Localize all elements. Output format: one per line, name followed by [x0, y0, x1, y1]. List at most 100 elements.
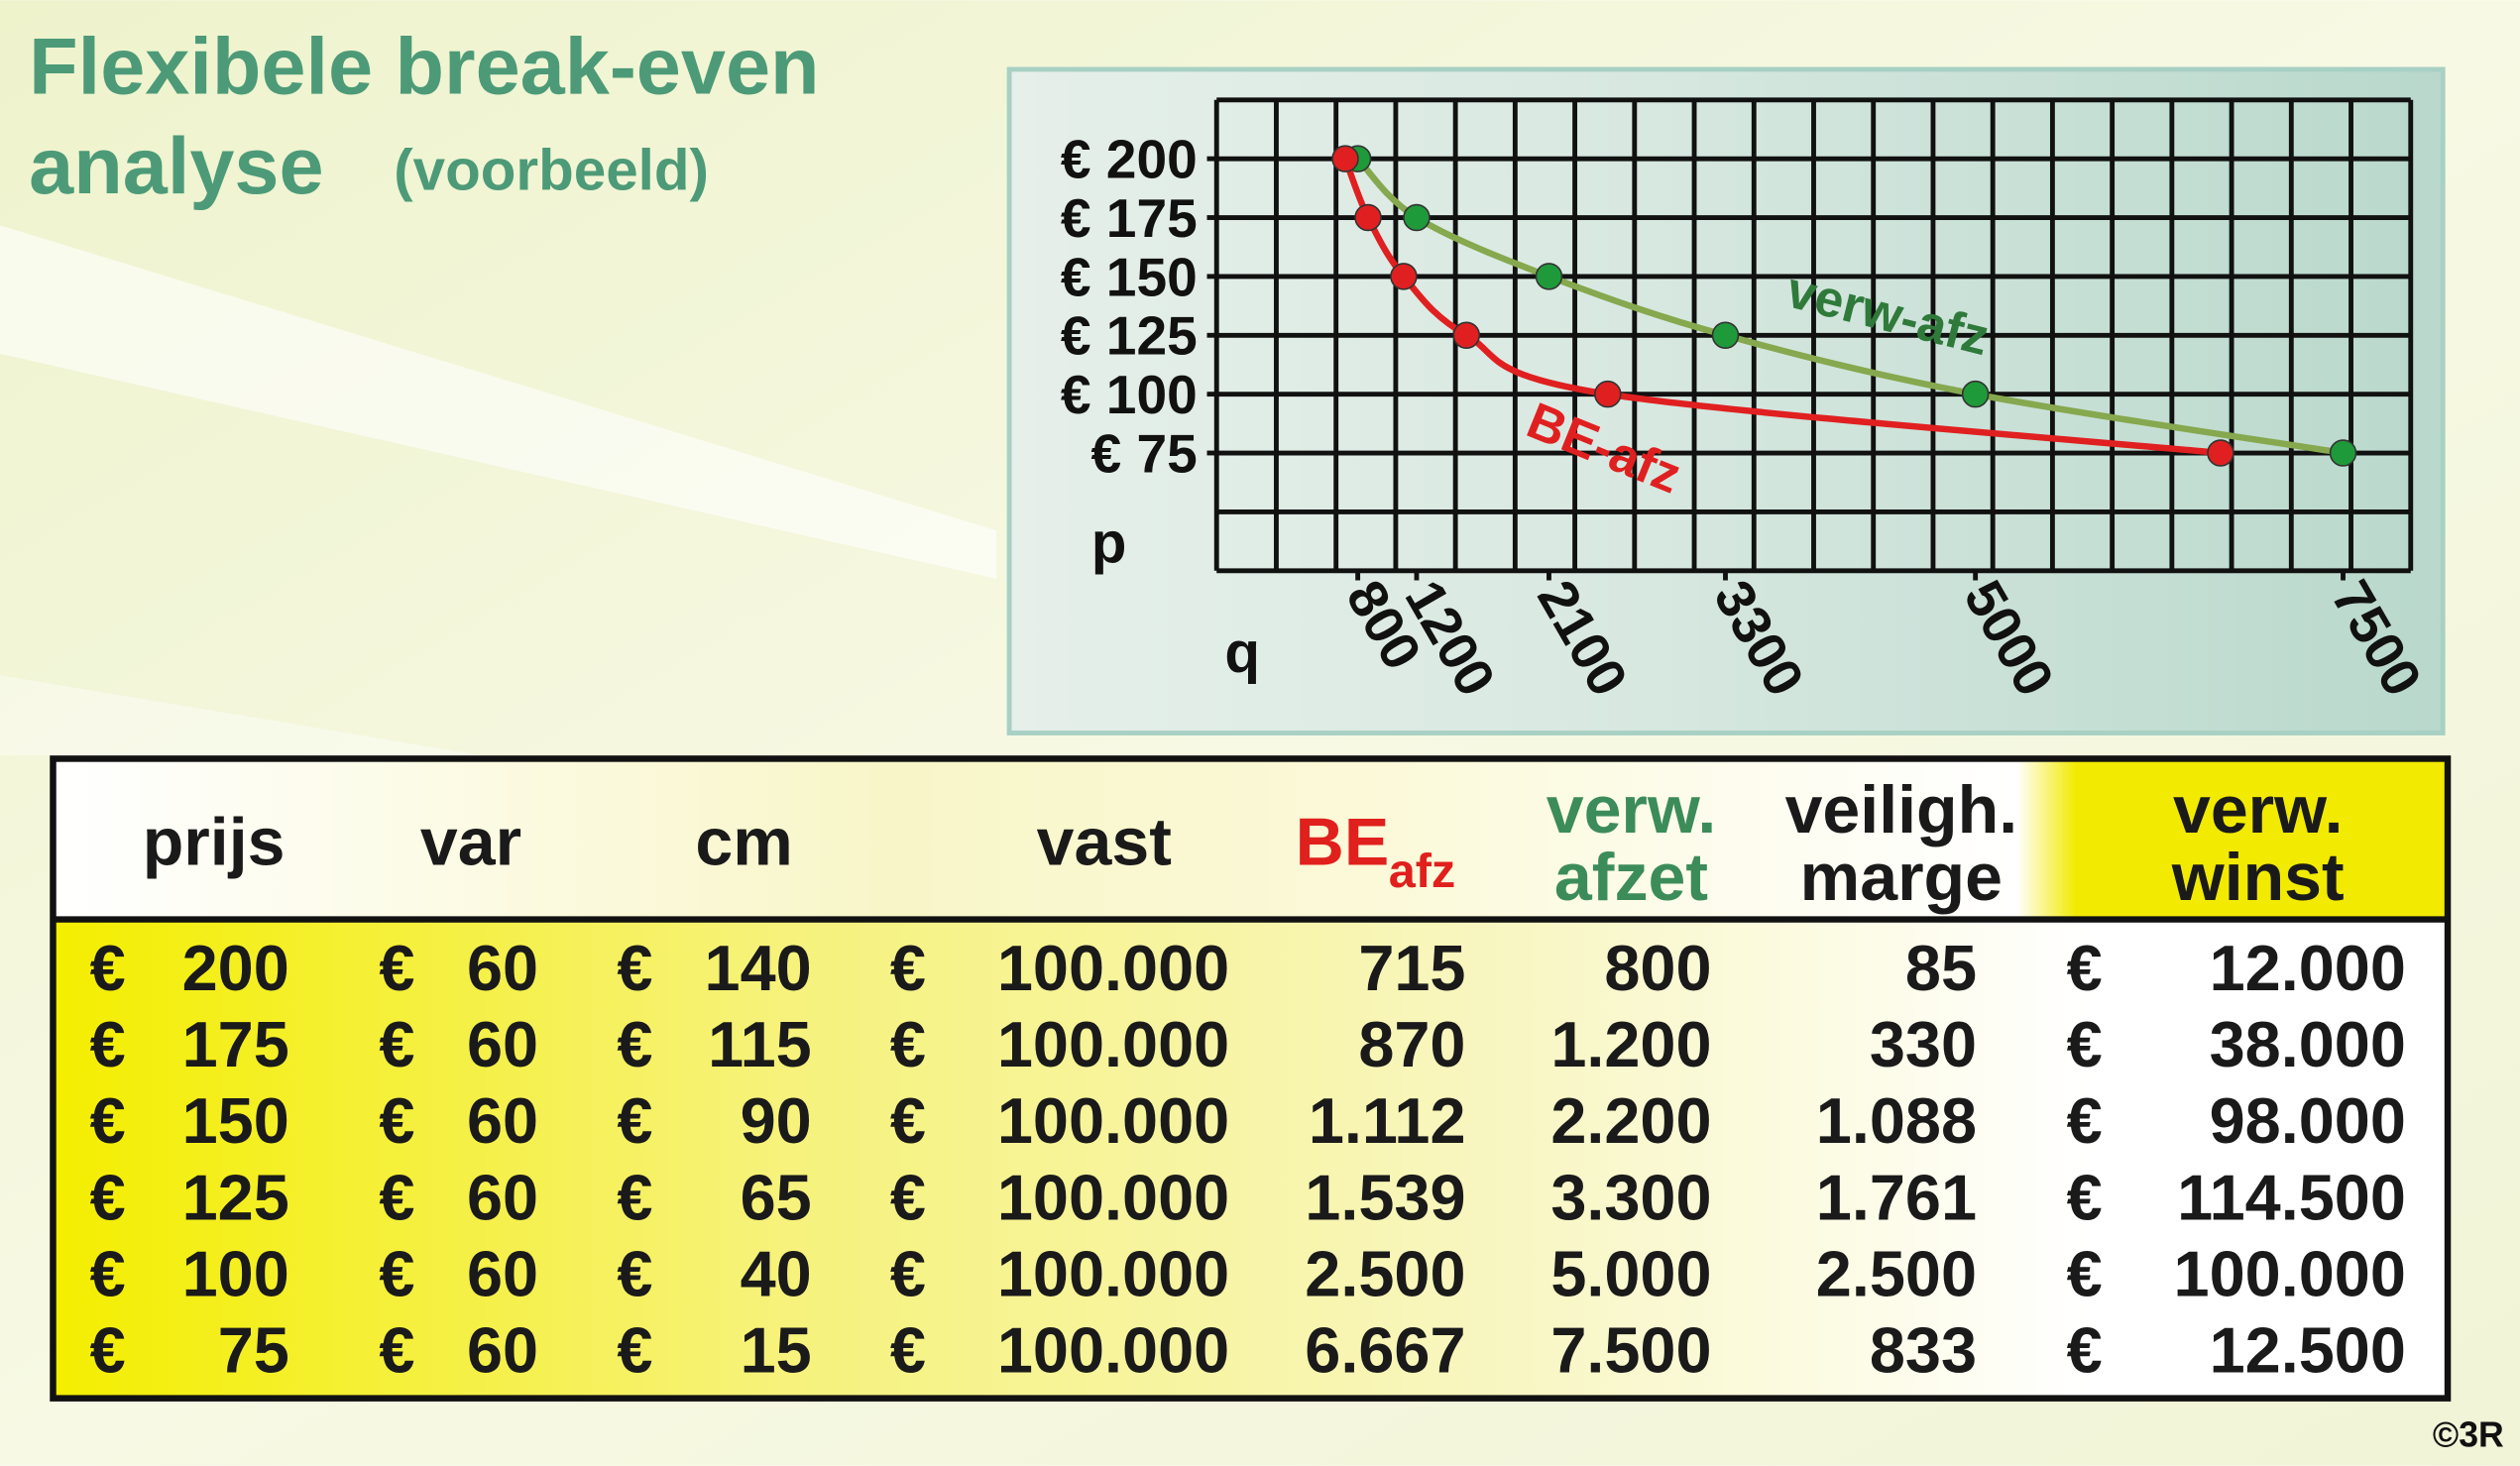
table-cell: € [2067, 932, 2103, 1004]
table-cell: € [2067, 1238, 2103, 1310]
table-cell: 2.500 [1305, 1238, 1465, 1310]
table-border [50, 755, 2452, 1402]
table-cell: € [2067, 1084, 2103, 1157]
table-cell: 60 [467, 932, 538, 1004]
table-cell: € [379, 1238, 414, 1310]
y-tick-label: € 200 [1061, 129, 1198, 190]
y-tick-label: € 100 [1061, 364, 1198, 425]
table-cell: € [890, 1314, 926, 1387]
table-cell: € [90, 1008, 126, 1080]
table-cell: 2.200 [1550, 1084, 1711, 1157]
table-cell: 90 [741, 1084, 812, 1157]
table-cell: € [379, 1161, 414, 1233]
table-cell: € [2067, 1008, 2103, 1080]
table-cell: 1.088 [1816, 1084, 1977, 1157]
table-cell: 2.500 [1816, 1238, 1977, 1310]
table-cell: € [2067, 1161, 2103, 1233]
title: Flexibele break-even [29, 22, 819, 111]
header-cell: afzet [1554, 840, 1708, 915]
y-tick-label: € 125 [1061, 305, 1198, 367]
header-cell: BE [1296, 804, 1390, 879]
table-cell: 12.500 [2210, 1314, 2406, 1387]
table-cell: 1.200 [1550, 1008, 1711, 1080]
table-cell: 60 [467, 1238, 538, 1310]
header-cell: var [420, 804, 521, 879]
table-cell: € [617, 1084, 652, 1157]
table-cell: 100.000 [997, 932, 1229, 1004]
table-cell: € [617, 1008, 652, 1080]
header-cell: verw. [2173, 772, 2344, 847]
table-cell: 60 [467, 1008, 538, 1080]
table-cell: 6.667 [1305, 1314, 1465, 1387]
table-cell: 5.000 [1550, 1238, 1711, 1310]
table-cell: € [379, 1008, 414, 1080]
table-cell: € [617, 932, 652, 1004]
table-cell: € [617, 1161, 652, 1233]
y-tick-label: € 175 [1061, 187, 1198, 249]
header-cell: verw. [1546, 772, 1717, 847]
table-cell: € [90, 932, 126, 1004]
table-cell: 60 [467, 1084, 538, 1157]
table-cell: 150 [182, 1084, 289, 1157]
header-cell: winst [2171, 840, 2345, 915]
table-cell: 100.000 [997, 1314, 1229, 1387]
table-cell: 870 [1358, 1008, 1465, 1080]
chart-panel [1006, 66, 2446, 735]
table-cell: 15 [741, 1314, 812, 1387]
subtitle: (voorbeeld) [394, 139, 709, 203]
data-point [1331, 145, 1359, 172]
data-point [1711, 321, 1740, 350]
table-cell: 100.000 [997, 1008, 1229, 1080]
table-cell: 65 [741, 1161, 812, 1233]
x-axis-label: q [1224, 620, 1260, 685]
table-cell: 98.000 [2210, 1084, 2406, 1157]
table-cell: 1.112 [1309, 1084, 1466, 1157]
table-cell: € [890, 1161, 926, 1233]
table-cell: € [90, 1084, 126, 1157]
table-cell: 100.000 [997, 1161, 1229, 1233]
table-cell: € [379, 1314, 414, 1387]
data-point [1390, 263, 1418, 290]
copyright: ©3R [2433, 1414, 2504, 1454]
data-point [2329, 439, 2357, 467]
header-cell: marge [1800, 840, 2003, 915]
table-header [53, 758, 2449, 920]
y-tick-label: € 75 [1091, 422, 1198, 484]
table-cell: 330 [1870, 1008, 1977, 1080]
table-cell: 60 [467, 1161, 538, 1233]
table-cell: 200 [182, 932, 289, 1004]
table-cell: € [890, 1084, 926, 1157]
header-cell: veiligh. [1785, 772, 2018, 847]
table-cell: 85 [1905, 932, 1977, 1004]
table-cell: 100.000 [2174, 1238, 2406, 1310]
y-tick-label: € 150 [1061, 246, 1198, 307]
data-point [1403, 203, 1431, 232]
table-cell: € [90, 1314, 126, 1387]
table-cell: € [617, 1314, 652, 1387]
table-cell: 1.761 [1816, 1161, 1977, 1233]
light-ray [0, 675, 483, 756]
y-axis-label: p [1091, 511, 1127, 576]
table-cell: 140 [705, 932, 812, 1004]
table-cell: 100 [182, 1238, 289, 1310]
data-point [1535, 263, 1563, 290]
data-point [2207, 439, 2234, 467]
table-cell: 715 [1358, 932, 1465, 1004]
table-cell: € [90, 1238, 126, 1310]
table-cell: € [379, 932, 414, 1004]
light-ray [0, 225, 997, 579]
table-cell: 38.000 [2210, 1008, 2406, 1080]
table-cell: 114.500 [2177, 1161, 2406, 1233]
table-cell: 60 [467, 1314, 538, 1387]
table-cell: 100.000 [997, 1084, 1229, 1157]
table-cell: 3.300 [1550, 1161, 1711, 1233]
data-point [1961, 380, 1990, 408]
data-point [1354, 203, 1382, 232]
table-cell: 40 [741, 1238, 812, 1310]
table-cell: € [890, 1238, 926, 1310]
table-cell: 100.000 [997, 1238, 1229, 1310]
table-cell: 75 [218, 1314, 289, 1387]
data-point [1452, 321, 1481, 350]
